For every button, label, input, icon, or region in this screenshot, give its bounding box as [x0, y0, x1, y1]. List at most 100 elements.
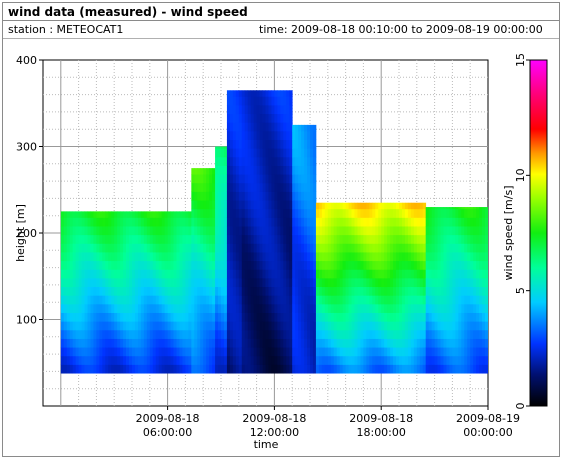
- heatmap-cell: [351, 295, 355, 305]
- heatmap-cell: [315, 217, 320, 227]
- heatmap-cell: [280, 182, 284, 192]
- heatmap-cell: [229, 208, 234, 218]
- heatmap-cell: [244, 104, 249, 115]
- heatmap-cell: [69, 252, 74, 262]
- heatmap-cell: [422, 295, 427, 305]
- heatmap-cell: [407, 364, 412, 374]
- heatmap-cell: [443, 234, 447, 244]
- heatmap-cell: [470, 295, 474, 305]
- heatmap-cell: [336, 312, 341, 322]
- heatmap-cell: [152, 269, 157, 279]
- heatmap-cell: [108, 338, 112, 348]
- heatmap-cell: [473, 207, 477, 210]
- heatmap-cell: [232, 312, 237, 322]
- heatmap-cell: [345, 312, 349, 322]
- heatmap-cell: [167, 252, 171, 262]
- heatmap-cell: [369, 269, 373, 279]
- heatmap-cell: [327, 286, 332, 296]
- heatmap-cell: [407, 260, 412, 270]
- heatmap-cell: [265, 226, 269, 236]
- heatmap-cell: [90, 312, 94, 322]
- heatmap-cell: [99, 243, 103, 253]
- heatmap-cell: [369, 312, 373, 322]
- heatmap-cell: [215, 208, 219, 218]
- heatmap-cell: [304, 191, 308, 201]
- heatmap-cell: [419, 295, 424, 305]
- heatmap-cell: [372, 329, 376, 339]
- heatmap-cell: [170, 269, 174, 279]
- heatmap-cell: [149, 295, 154, 305]
- heatmap-cell: [185, 338, 189, 348]
- heatmap-cell: [280, 165, 284, 175]
- heatmap-cell: [271, 347, 275, 357]
- heatmap-cell: [140, 260, 145, 270]
- heatmap-cell: [161, 252, 166, 262]
- heatmap-cell: [129, 321, 133, 331]
- heatmap-cell: [256, 148, 260, 158]
- heatmap-cell: [428, 234, 433, 244]
- heatmap-cell: [310, 208, 314, 218]
- heatmap-cell: [182, 269, 186, 279]
- heatmap-cell: [209, 191, 213, 201]
- heatmap-cell: [339, 217, 344, 227]
- heatmap-cell: [369, 202, 373, 210]
- heatmap-cell: [63, 217, 68, 227]
- heatmap-cell: [215, 260, 219, 270]
- heatmap-cell: [72, 234, 77, 244]
- heatmap-cell: [235, 148, 240, 158]
- heatmap-cell: [310, 182, 314, 192]
- heatmap-cell: [226, 208, 231, 218]
- heatmap-cell: [351, 243, 355, 253]
- heatmap-cell: [351, 208, 355, 218]
- heatmap-cell: [298, 286, 302, 296]
- heatmap-cell: [90, 234, 94, 244]
- heatmap-cell: [209, 364, 213, 374]
- heatmap-cell: [232, 191, 237, 201]
- heatmap-cell: [277, 148, 281, 158]
- heatmap-cell: [137, 338, 142, 348]
- heatmap-cell: [310, 139, 314, 149]
- heatmap-cell: [218, 217, 222, 227]
- heatmap-cell: [129, 217, 133, 227]
- heatmap-cell: [372, 355, 376, 365]
- heatmap-cell: [250, 329, 255, 339]
- heatmap-cell: [262, 90, 266, 97]
- heatmap-cell: [206, 174, 210, 184]
- heatmap-cell: [203, 269, 207, 279]
- heatmap-cell: [348, 347, 352, 357]
- heatmap-cell: [274, 364, 278, 374]
- heatmap-cell: [179, 286, 183, 296]
- heatmap-cell: [191, 355, 195, 365]
- heatmap-cell: [321, 208, 326, 218]
- heatmap-cell: [256, 139, 260, 149]
- heatmap-cell: [396, 252, 400, 262]
- heatmap-cell: [146, 234, 151, 244]
- heatmap-cell: [226, 260, 231, 270]
- heatmap-cell: [310, 329, 314, 339]
- heatmap-cell: [428, 208, 433, 218]
- heatmap-cell: [170, 211, 174, 218]
- heatmap-cell: [330, 295, 335, 305]
- heatmap-cell: [232, 156, 237, 166]
- heatmap-cell: [467, 208, 471, 218]
- heatmap-cell: [393, 355, 397, 365]
- heatmap-cell: [182, 321, 186, 331]
- heatmap-cell: [69, 295, 74, 305]
- heatmap-cell: [387, 226, 391, 236]
- heatmap-cell: [117, 295, 121, 305]
- heatmap-cell: [327, 243, 332, 253]
- heatmap-cell: [161, 347, 166, 357]
- heatmap-cell: [336, 329, 341, 339]
- heatmap-cell: [90, 217, 94, 227]
- heatmap-cell: [375, 338, 379, 348]
- heatmap-cell: [372, 338, 376, 348]
- heatmap-cell: [295, 208, 299, 218]
- heatmap-cell: [422, 202, 427, 210]
- heatmap-cell: [283, 321, 287, 331]
- heatmap-cell: [155, 252, 160, 262]
- heatmap-cell: [200, 321, 204, 331]
- heatmap-cell: [99, 286, 103, 296]
- heatmap-cell: [440, 260, 444, 270]
- heatmap-cell: [399, 312, 403, 322]
- heatmap-cell: [105, 355, 109, 365]
